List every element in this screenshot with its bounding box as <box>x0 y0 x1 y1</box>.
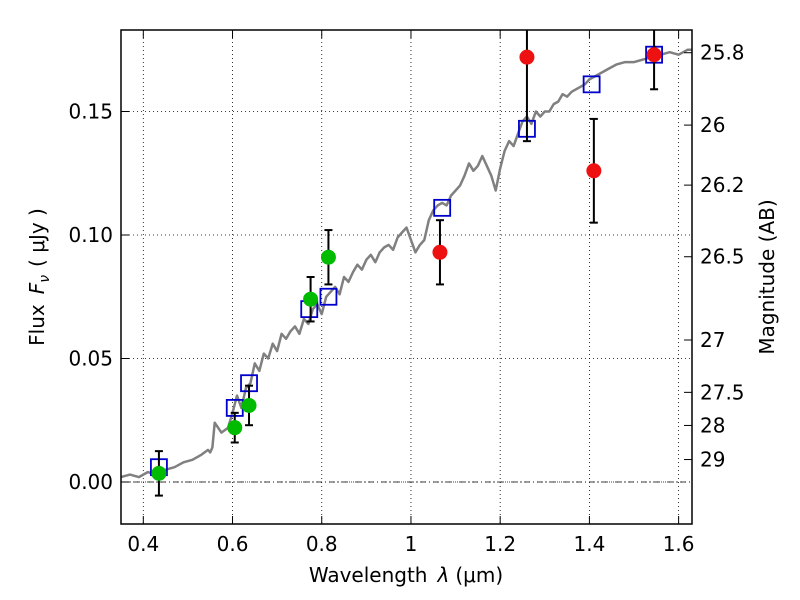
green-data-point <box>320 249 336 265</box>
y-tick-label: 0.05 <box>68 347 113 371</box>
green-data-point <box>303 291 319 307</box>
magnitude-tick-label: 26.5 <box>700 245 745 269</box>
plot-area <box>121 30 692 497</box>
y-tick-label: 0.00 <box>68 470 113 494</box>
x-tick-label: 0.4 <box>127 532 159 556</box>
x-tick-label: 0.6 <box>217 532 249 556</box>
green-data-point <box>227 420 243 436</box>
model-spectrum-line <box>121 48 692 479</box>
magnitude-tick-label: 26.2 <box>700 173 745 197</box>
y-tick-label: 0.15 <box>68 100 113 124</box>
magnitude-tick-label: 27.5 <box>700 380 745 404</box>
red-data-point <box>432 244 448 260</box>
right-axis-label: Magnitude (AB) <box>755 199 779 354</box>
y-axis-label: FluxFν( μJy ) <box>25 208 53 346</box>
green-data-point <box>151 465 167 481</box>
x-tick-label: 1.2 <box>484 532 516 556</box>
red-data-point <box>586 163 602 179</box>
plot-frame <box>120 29 693 525</box>
green-data-point <box>241 397 257 413</box>
model-square-marker <box>582 75 601 94</box>
x-tick-label: 1.6 <box>663 532 695 556</box>
magnitude-tick-label: 27 <box>700 328 725 352</box>
model-square-marker <box>319 287 338 306</box>
grid-lines <box>121 30 692 524</box>
x-tick-label: 0.8 <box>306 532 338 556</box>
red-data-point <box>646 47 662 63</box>
model-square-marker <box>433 198 452 217</box>
magnitude-tick-label: 25.8 <box>700 41 745 65</box>
magnitude-tick-label: 29 <box>700 448 725 472</box>
x-axis-label: Wavelength λ (μm) <box>309 563 503 587</box>
magnitude-tick-label: 28 <box>700 413 725 437</box>
axes: 0.4 0.6 0.8 1 1.2 1.4 1.6 0.00 0.05 0.10 0.15 25.8 2… <box>68 30 745 556</box>
magnitude-tick-label: 26 <box>700 113 725 137</box>
x-tick-label: 1.4 <box>573 532 605 556</box>
y-tick-label: 0.10 <box>68 223 113 247</box>
x-tick-label: 1 <box>405 532 418 556</box>
red-data-point <box>519 49 535 65</box>
